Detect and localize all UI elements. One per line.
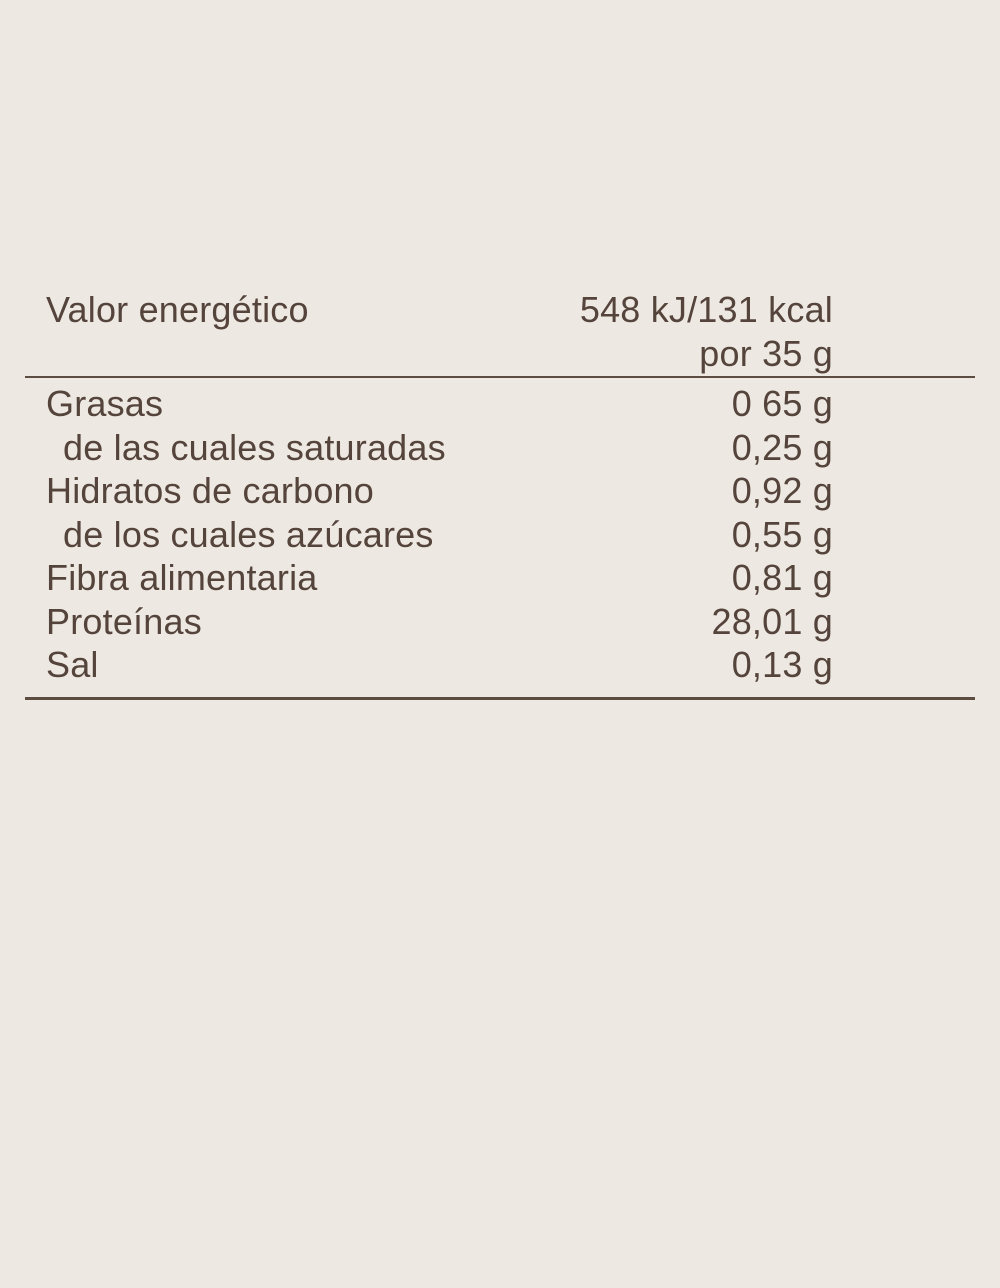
nutrition-label-page: { "colors": { "background": "#EDE9E2", "… <box>0 288 1000 1288</box>
row-value: 0 65 g <box>731 383 833 424</box>
serving-size: por 35 g <box>699 333 833 374</box>
energy-value: 548 kJ/131 kcal <box>579 289 833 330</box>
energy-header-row: Valor energético 548 kJ/131 kcal por 35 … <box>25 288 975 376</box>
row-value: 28,01 g <box>711 600 833 642</box>
table-row-sugars: de los cuales azúcares 0,55 g <box>25 513 975 557</box>
table-row-fiber: Fibra alimentaria 0,81 g <box>25 556 975 600</box>
nutrition-table: Valor energético 548 kJ/131 kcal por 35 … <box>25 288 975 700</box>
nutrient-rows: Grasas 0 65 g de las cuales saturadas 0,… <box>25 378 975 687</box>
table-row-fat: Grasas 0 65 g <box>25 382 975 426</box>
table-row-saturated-fat: de las cuales saturadas 0,25 g <box>25 426 975 470</box>
table-row-salt: Sal 0,13 g <box>25 643 975 687</box>
row-value: 0,25 g <box>731 426 833 468</box>
row-label: Hidratos de carbono <box>46 470 374 511</box>
table-row-carbohydrates: Hidratos de carbono 0,92 g <box>25 469 975 513</box>
energy-label: Valor energético <box>46 289 309 330</box>
row-value: 0,81 g <box>731 557 833 598</box>
row-label: Proteínas <box>46 600 202 642</box>
row-label: Grasas <box>46 383 164 424</box>
table-row-protein: Proteínas 28,01 g <box>25 600 975 644</box>
row-label: de las cuales saturadas <box>63 426 446 468</box>
row-label: Sal <box>46 644 99 685</box>
top-divider <box>25 376 975 378</box>
row-value: 0,92 g <box>731 470 833 511</box>
bottom-divider <box>25 696 975 700</box>
row-label: Fibra alimentaria <box>46 557 318 598</box>
row-value: 0,13 g <box>731 644 833 685</box>
row-value: 0,55 g <box>731 513 833 555</box>
energy-values: 548 kJ/131 kcal por 35 g <box>580 288 833 376</box>
row-label: de los cuales azúcares <box>63 513 434 555</box>
